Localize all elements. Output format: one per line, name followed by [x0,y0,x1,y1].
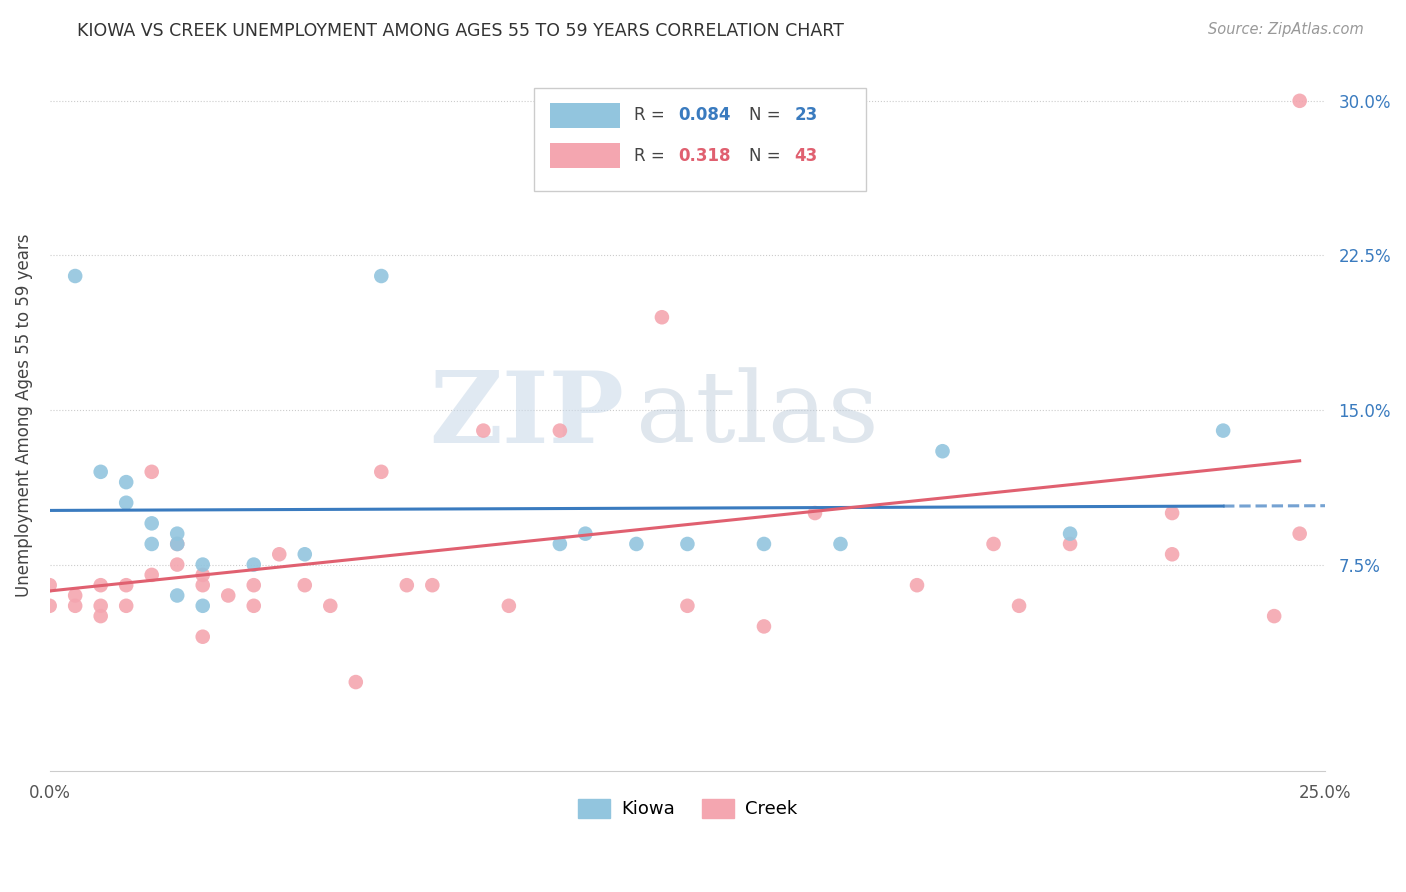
Point [344,675,367,690]
Point [1288,94,1310,108]
Point [548,424,571,438]
Point [191,630,214,644]
Text: 0.084: 0.084 [679,106,731,124]
Point [626,537,648,551]
Point [38,578,60,592]
Point [294,578,316,592]
Point [191,578,214,592]
Text: R =: R = [634,106,665,124]
Point [115,599,138,613]
Point [166,537,188,551]
Point [1161,506,1184,520]
Point [1059,537,1081,551]
Point [294,547,316,561]
Point [63,589,86,603]
Point [1059,526,1081,541]
Text: 23: 23 [794,106,818,124]
Point [141,537,163,551]
Point [1161,547,1184,561]
Point [217,589,239,603]
Point [191,599,214,613]
Y-axis label: Unemployment Among Ages 55 to 59 years: Unemployment Among Ages 55 to 59 years [15,234,32,597]
Point [1008,599,1031,613]
Point [1263,609,1285,624]
Text: ZIP: ZIP [429,367,624,464]
Point [472,424,495,438]
Point [269,547,291,561]
Point [983,537,1005,551]
Point [319,599,342,613]
Text: atlas: atlas [637,368,879,463]
Point [141,567,163,582]
Point [676,599,699,613]
Point [141,516,163,531]
Point [702,145,724,160]
Point [191,558,214,572]
Point [141,465,163,479]
FancyBboxPatch shape [534,88,866,191]
Point [242,599,264,613]
Point [38,599,60,613]
Point [651,310,673,325]
FancyBboxPatch shape [550,103,620,128]
Text: N =: N = [748,146,780,165]
Point [370,268,392,283]
FancyBboxPatch shape [550,143,620,168]
Text: 43: 43 [794,146,818,165]
Text: KIOWA VS CREEK UNEMPLOYMENT AMONG AGES 55 TO 59 YEARS CORRELATION CHART: KIOWA VS CREEK UNEMPLOYMENT AMONG AGES 5… [77,22,844,40]
Point [115,475,138,490]
Point [395,578,418,592]
Point [574,526,596,541]
Point [752,537,775,551]
Point [804,506,827,520]
Point [548,537,571,551]
Point [242,558,264,572]
Point [498,599,520,613]
Point [115,496,138,510]
Point [115,578,138,592]
Point [830,537,852,551]
Point [1212,424,1234,438]
Point [90,578,112,592]
Point [90,609,112,624]
Point [166,589,188,603]
Point [676,537,699,551]
Text: Source: ZipAtlas.com: Source: ZipAtlas.com [1208,22,1364,37]
Point [420,578,443,592]
Point [370,465,392,479]
Point [166,526,188,541]
Legend: Kiowa, Creek: Kiowa, Creek [571,792,804,826]
Point [191,567,214,582]
Point [166,558,188,572]
Point [166,537,188,551]
Point [242,578,264,592]
Point [90,599,112,613]
Point [1288,526,1310,541]
Point [752,619,775,633]
Point [63,268,86,283]
Text: N =: N = [748,106,780,124]
Point [931,444,953,458]
Point [63,599,86,613]
Point [90,465,112,479]
Point [905,578,928,592]
Text: 0.318: 0.318 [679,146,731,165]
Text: R =: R = [634,146,665,165]
